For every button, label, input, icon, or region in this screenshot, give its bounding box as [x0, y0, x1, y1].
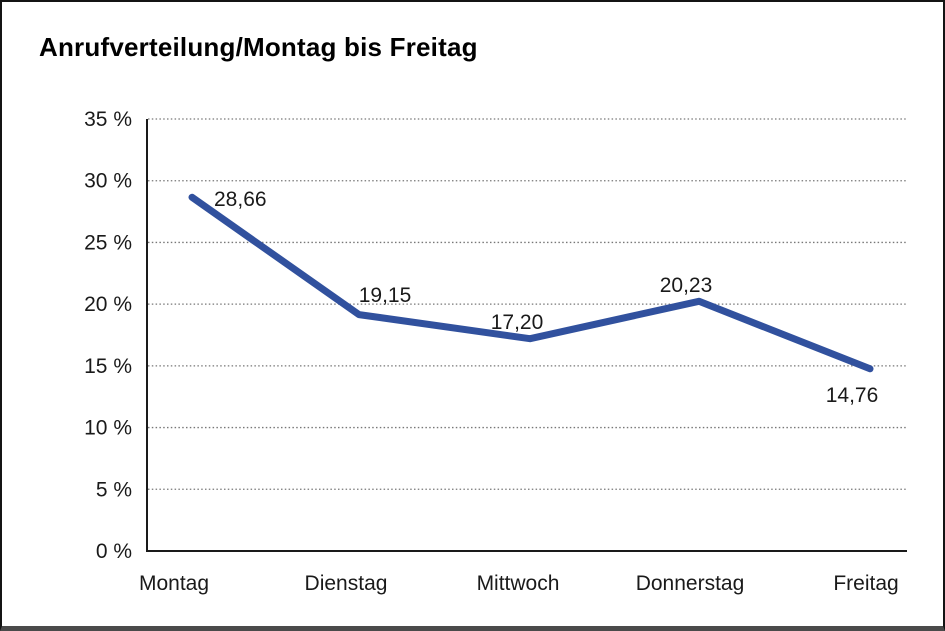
data-point-label: 28,66: [214, 188, 267, 211]
x-tick-label: Donnerstag: [636, 572, 745, 595]
y-tick-label: 5 %: [96, 478, 132, 501]
y-tick-label: 0 %: [96, 540, 132, 563]
y-tick-label: 15 %: [84, 355, 132, 378]
data-point-label: 14,76: [826, 384, 879, 407]
y-tick-label: 20 %: [84, 293, 132, 316]
y-tick-label: 25 %: [84, 231, 132, 254]
y-tick-label: 35 %: [84, 108, 132, 131]
data-point-label: 17,20: [491, 311, 544, 334]
x-tick-label: Dienstag: [305, 572, 388, 595]
chart-line: [188, 193, 874, 373]
x-tick-label: Freitag: [833, 572, 898, 595]
x-tick-label: Montag: [139, 572, 209, 595]
x-tick-label: Mittwoch: [477, 572, 560, 595]
y-tick-label: 30 %: [84, 170, 132, 193]
chart-title: Anrufverteilung/Montag bis Freitag: [39, 32, 478, 62]
data-point-label: 19,15: [359, 284, 412, 307]
y-tick-label: 10 %: [84, 417, 132, 440]
data-point-label: 20,23: [660, 274, 713, 297]
